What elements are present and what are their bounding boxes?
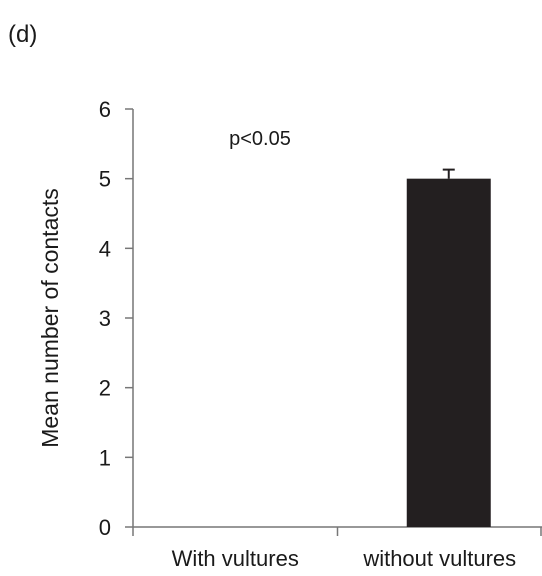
category-label-with-vultures: With vultures (172, 546, 299, 571)
y-tick-label-1: 1 (99, 445, 111, 470)
category-label-without-vultures: without vultures (362, 546, 516, 571)
bar-without-vultures (406, 178, 491, 527)
bars (406, 168, 491, 527)
axes: 0 1 2 3 4 5 6 (99, 97, 542, 540)
significance-annotation: p<0.05 (229, 128, 291, 150)
y-tick-label-4: 4 (99, 236, 111, 261)
y-tick-label-6: 6 (99, 97, 111, 122)
y-axis-title: Mean number of contacts (37, 188, 63, 448)
panel-label: (d) (8, 21, 37, 48)
y-tick-label-5: 5 (99, 167, 111, 192)
y-tick-label-3: 3 (99, 306, 111, 331)
category-labels: With vultures without vultures (172, 546, 517, 571)
y-tick-label-0: 0 (99, 515, 111, 540)
y-tick-label-2: 2 (99, 376, 111, 401)
